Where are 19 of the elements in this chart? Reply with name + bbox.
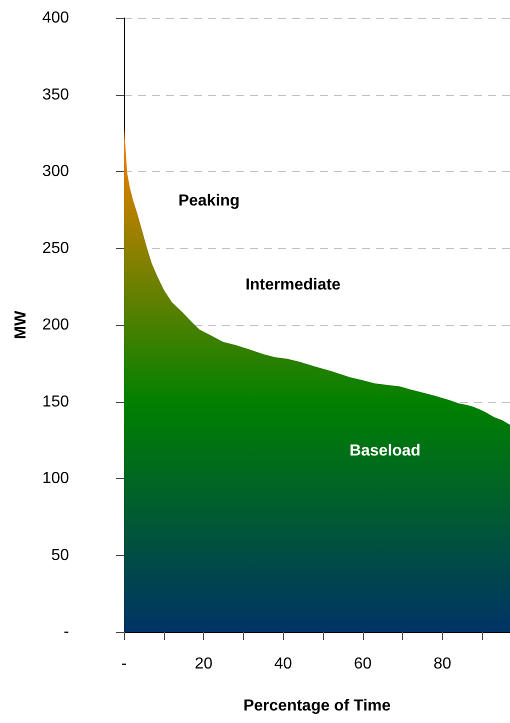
x-tick-label: 80 [433, 656, 452, 672]
y-tick-label: 150 [42, 393, 70, 410]
y-tick-label: 200 [42, 316, 70, 334]
y-axis-title: MW [12, 310, 30, 340]
annotation: Baseload [349, 442, 421, 460]
x-tick-label: 60 [354, 656, 372, 672]
y-tick-label: 350 [42, 86, 70, 104]
y-tick-label: 100 [42, 470, 70, 487]
x-axis-title: Percentage of Time [243, 698, 391, 714]
y-tick-label: - [64, 624, 69, 640]
annotation: Intermediate [245, 276, 341, 294]
x-tick-label: - [121, 656, 127, 672]
y-tick-label: 300 [42, 163, 70, 180]
x-tick-label: 40 [274, 656, 292, 672]
y-tick-label: 400 [42, 10, 70, 26]
y-tick-label: 50 [51, 546, 70, 564]
x-tick-label: 20 [194, 656, 213, 672]
annotation: Peaking [178, 192, 240, 210]
y-tick-label: 250 [42, 240, 70, 257]
